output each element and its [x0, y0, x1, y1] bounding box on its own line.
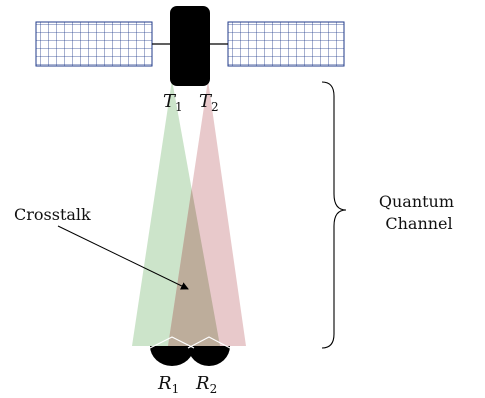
label-r2: R2 [195, 373, 217, 396]
label-quantum-channel: Quantum Channel [379, 192, 459, 233]
receiver-aperture-left [149, 336, 195, 349]
receivers [149, 336, 231, 366]
label-r1: R1 [157, 373, 179, 396]
satellite-icon [35, 6, 345, 86]
beams [132, 80, 246, 346]
satellite-body [170, 6, 210, 86]
quantum-channel-brace [321, 81, 347, 349]
dish-receiver-icon [188, 346, 230, 366]
label-t1: T1 [163, 91, 183, 114]
label-crosstalk: Crosstalk [14, 205, 91, 224]
label-t2: T2 [199, 91, 219, 114]
solar-panel-left [35, 21, 153, 67]
crosstalk-arrow [57, 225, 189, 290]
solar-panel-right [227, 21, 345, 67]
dish-receiver-icon [150, 346, 194, 366]
receiver-aperture-right [187, 336, 231, 349]
